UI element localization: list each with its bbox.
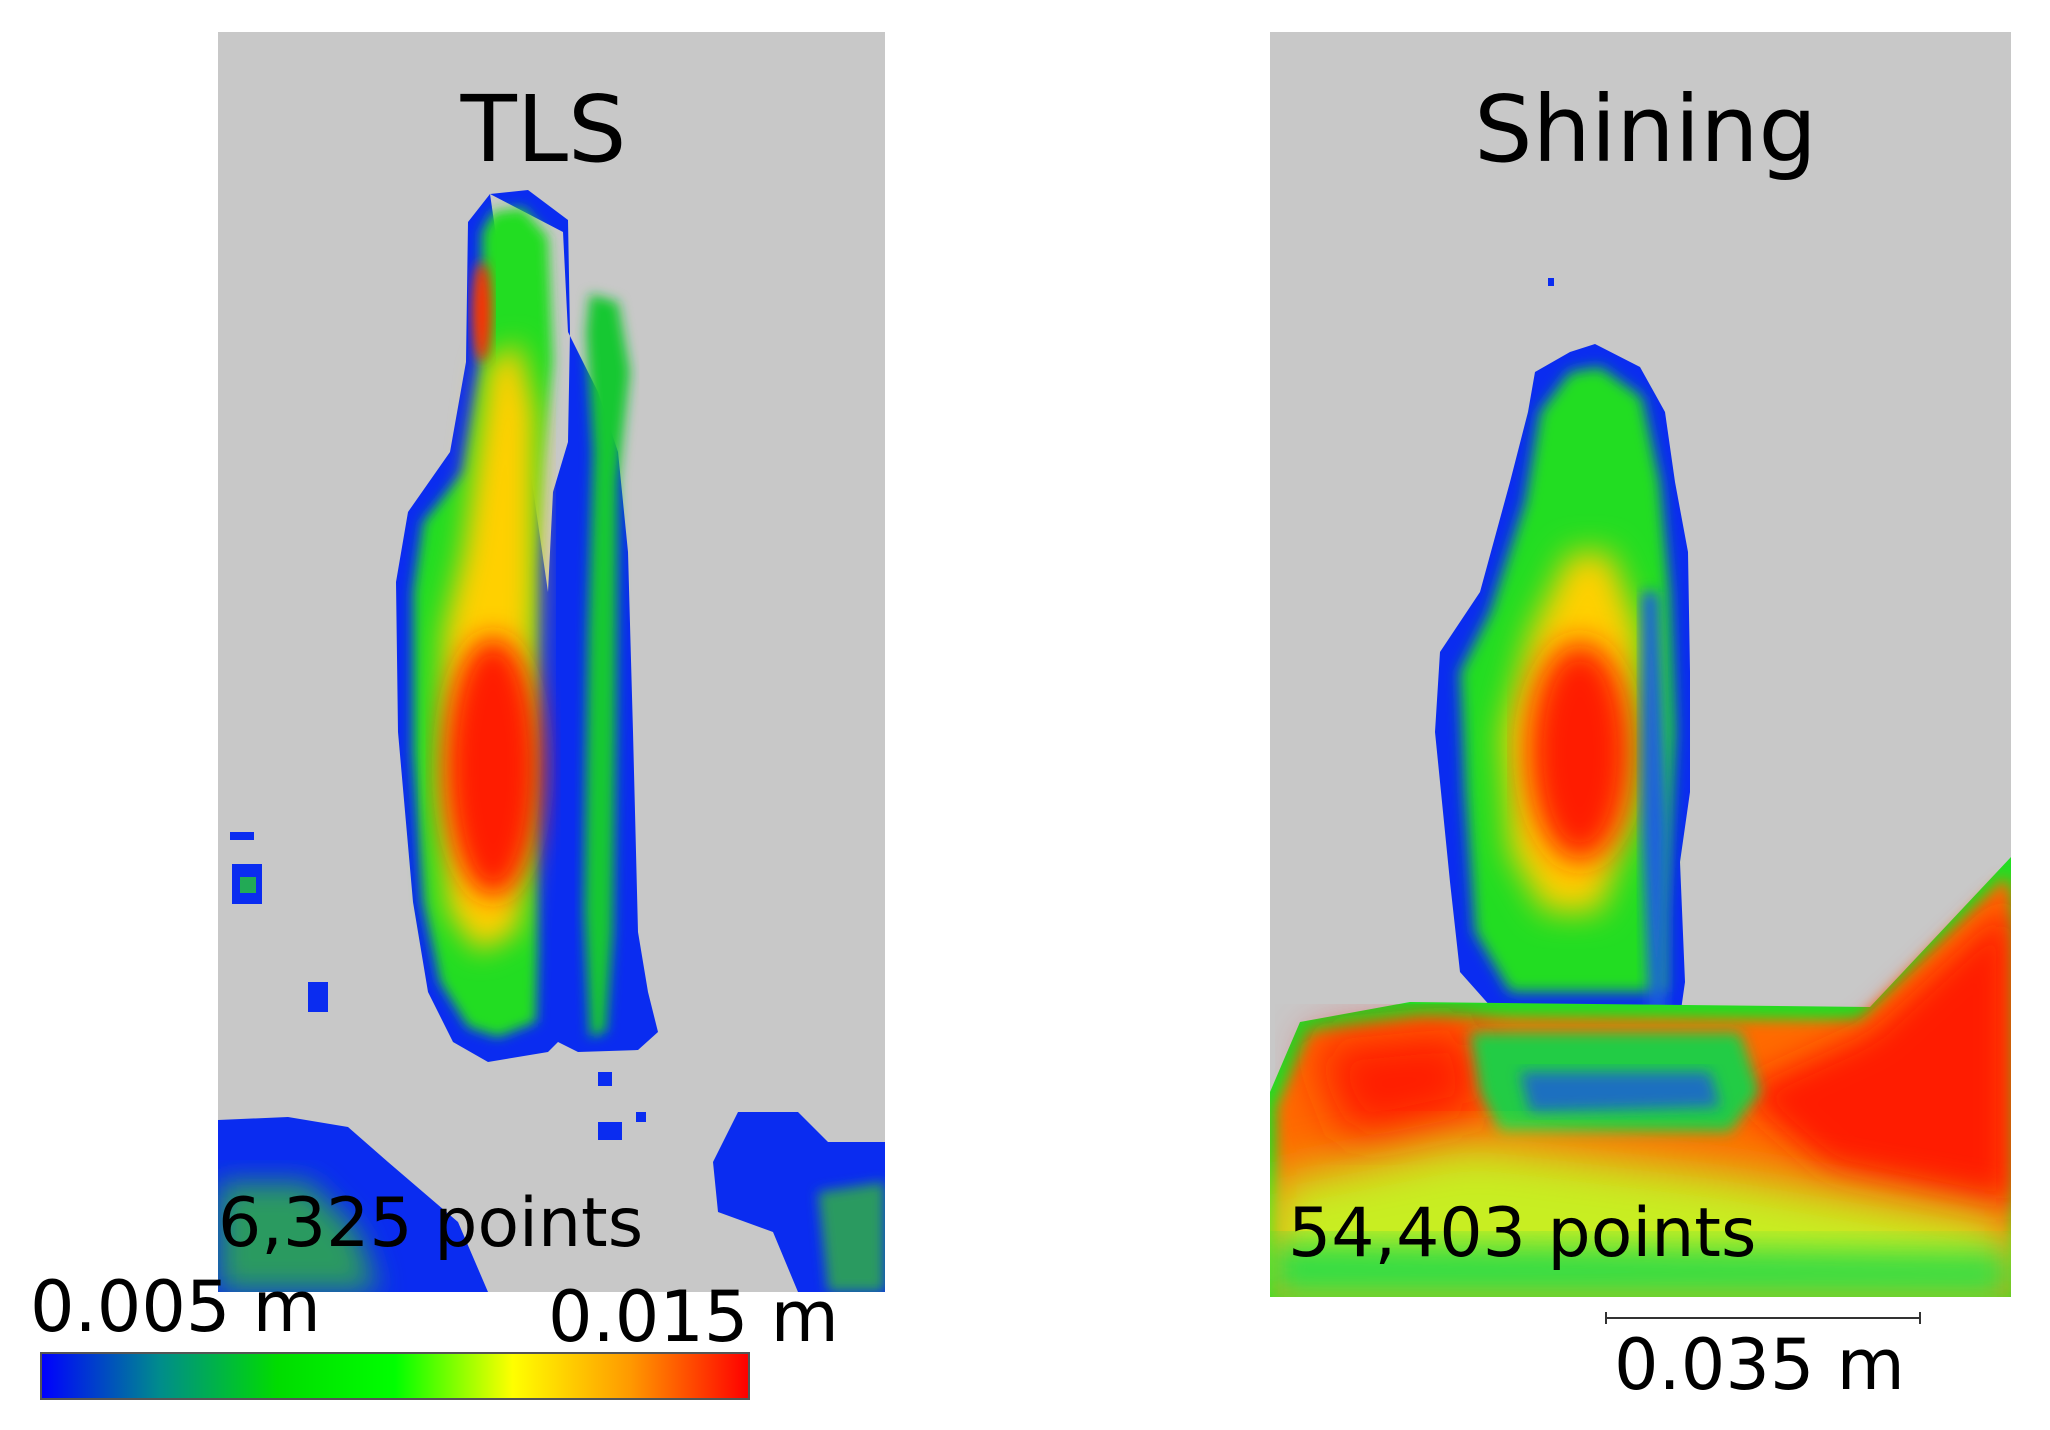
tls-side-strip — [584, 294, 630, 1037]
tls-speck — [240, 877, 256, 893]
tls-speck — [636, 1112, 646, 1122]
tls-heatmap-panel: TLS 6,325 points — [218, 32, 885, 1292]
tls-object-core-upper — [472, 262, 492, 362]
scale-bar-label: 0.035 m — [1614, 1324, 1905, 1406]
tls-object-core — [445, 637, 541, 897]
tls-speck — [230, 832, 254, 840]
shining-trench-inner — [1520, 1072, 1720, 1112]
tls-speck — [598, 1122, 622, 1140]
colorbar-max-label: 0.015 m — [548, 1276, 839, 1358]
shining-object-stripe — [1642, 592, 1668, 1017]
colorbar — [40, 1352, 750, 1400]
shining-ground-red-left — [1310, 1027, 1485, 1142]
tls-bottom-left-blob-inner — [218, 1182, 378, 1292]
shining-heatmap-panel: Shining 54,403 points — [1270, 32, 2011, 1297]
shining-ground-red-right — [1740, 902, 2011, 1212]
tls-speck — [598, 1072, 612, 1086]
shining-speck — [1548, 278, 1554, 286]
tls-bottom-right-blob-inner — [818, 1182, 885, 1292]
shining-object-core — [1528, 642, 1632, 862]
colorbar-min-label: 0.005 m — [30, 1266, 321, 1348]
tls-title: TLS — [460, 76, 627, 183]
tls-point-count: 6,325 points — [218, 1184, 644, 1263]
shining-heatmap-image — [1270, 278, 2011, 1297]
tls-speck — [308, 982, 328, 1012]
shining-ground-bottom — [1270, 1242, 2011, 1297]
tls-heatmap-image — [218, 190, 885, 1292]
shining-title: Shining — [1474, 76, 1817, 183]
shining-point-count: 54,403 points — [1288, 1194, 1757, 1273]
scale-bar — [1605, 1312, 1921, 1324]
